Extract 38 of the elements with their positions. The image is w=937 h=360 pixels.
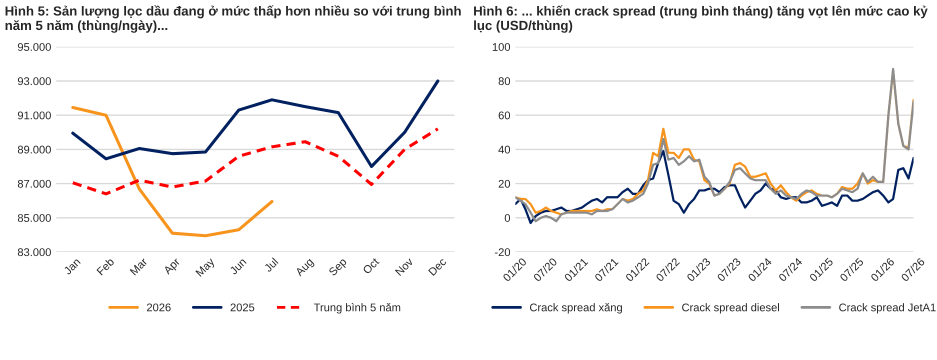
y-tick-label: 60 <box>498 111 510 120</box>
y-tick-label: 91.000 <box>18 111 51 120</box>
x-tick-label: Nov <box>394 257 414 276</box>
line-series <box>515 150 914 224</box>
x-tick-label: Jan <box>63 258 81 276</box>
chart-title: Hình 6: ... khiến crack spread (trung bình tháng) tăng vọt lên mức cao kỷ lục (USD/thùng) <box>474 5 928 33</box>
y-tick-label: 89.000 <box>18 146 51 154</box>
x-tick-label: Aug <box>294 258 316 278</box>
y-tick-label: -20 <box>494 248 510 256</box>
legend-label: Crack spread JetA1 <box>839 303 936 314</box>
x-tick-label: Jul <box>263 257 279 273</box>
y-tick-label: 87.000 <box>18 180 51 188</box>
line-series <box>71 79 440 168</box>
chart-title: Hình 5: Sản lượng lọc dầu đang ở mức thấp hơn nhiều so với trung bình năm 5 năm (thùng/ngày)... <box>6 5 461 33</box>
legend-label: Crack spread diesel <box>682 303 779 314</box>
y-tick-label: 83.000 <box>18 248 51 256</box>
x-tick-label: Dec <box>428 257 447 276</box>
line-series <box>71 127 440 196</box>
legend-label: 2026 <box>146 303 171 312</box>
legend-label: 2025 <box>230 303 254 312</box>
legend-label: Trung bình 5 năm <box>314 303 400 314</box>
legend-label: Crack spread xăng <box>530 303 622 314</box>
x-tick-label: Mar <box>130 257 148 276</box>
y-tick-label: 20 <box>498 180 510 188</box>
y-tick-label: 100 <box>492 43 510 51</box>
x-tick-label: May <box>195 257 217 278</box>
line-series <box>71 106 274 238</box>
x-tick-label: Sep <box>328 257 349 278</box>
y-tick-label: 85.000 <box>18 214 51 222</box>
x-tick-label: Jun <box>229 258 247 276</box>
y-tick-label: 0 <box>504 214 510 222</box>
y-tick-label: 93.000 <box>18 77 51 86</box>
x-tick-label: Apr <box>162 257 182 276</box>
x-tick-label: Oct <box>362 257 380 274</box>
y-tick-label: 40 <box>498 146 510 154</box>
x-tick-label: Feb <box>96 257 115 276</box>
y-tick-label: 95.000 <box>18 43 51 51</box>
y-tick-label: 80 <box>498 77 510 86</box>
